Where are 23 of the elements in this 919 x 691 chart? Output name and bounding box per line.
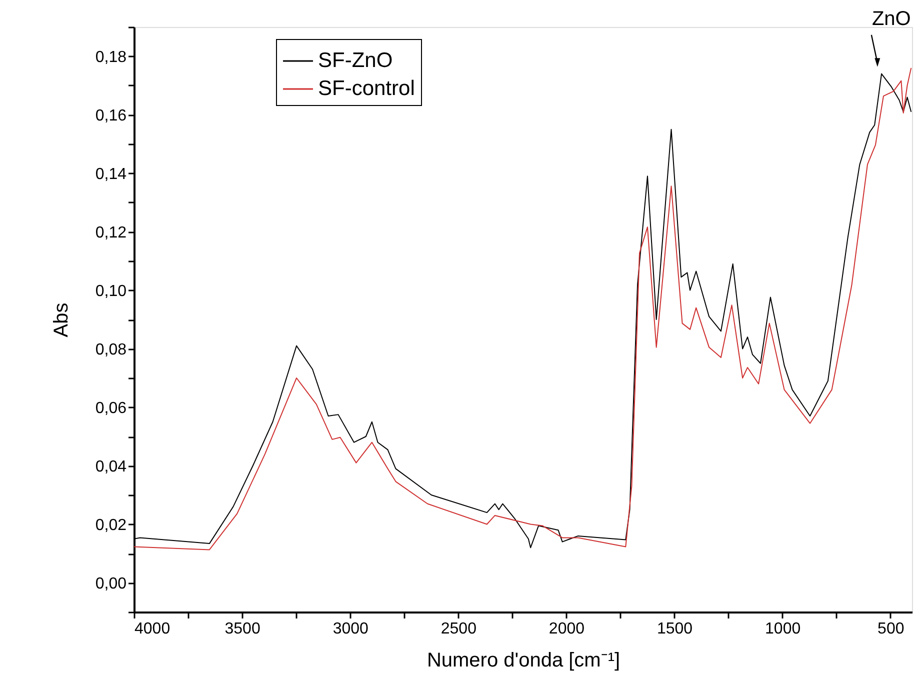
y-tick-label: 0,04 bbox=[95, 458, 127, 476]
x-tick-label: 4000 bbox=[134, 620, 170, 638]
y-tick-label: 0,08 bbox=[95, 341, 127, 358]
x-tick-label: 3500 bbox=[224, 620, 260, 638]
x-tick-label: 1500 bbox=[656, 620, 693, 638]
y-tick-label: 0,16 bbox=[95, 107, 127, 124]
y-tick-label: 0,10 bbox=[95, 282, 127, 300]
x-tick-label: 2000 bbox=[548, 620, 585, 638]
x-tick-label: 2500 bbox=[440, 620, 477, 638]
legend-label: SF-control bbox=[318, 77, 415, 100]
y-axis-title: Abs bbox=[50, 302, 72, 338]
x-tick-label: 500 bbox=[878, 620, 904, 638]
legend-label: SF-ZnO bbox=[318, 49, 393, 72]
y-tick-label: 0,02 bbox=[95, 516, 127, 534]
y-tick-label: 0,18 bbox=[95, 48, 127, 66]
annotation: ZnO bbox=[872, 8, 911, 30]
y-tick-label: 0,14 bbox=[95, 166, 127, 183]
y-tick-label: 0,12 bbox=[95, 224, 127, 242]
y-tick-label: 0,06 bbox=[95, 400, 127, 417]
x-axis-title: Numero d'onda [cm⁻¹] bbox=[426, 650, 620, 672]
y-tick-label: 0,00 bbox=[95, 575, 127, 592]
x-tick-label: 3000 bbox=[332, 620, 369, 638]
x-tick-label: 1000 bbox=[765, 620, 801, 638]
